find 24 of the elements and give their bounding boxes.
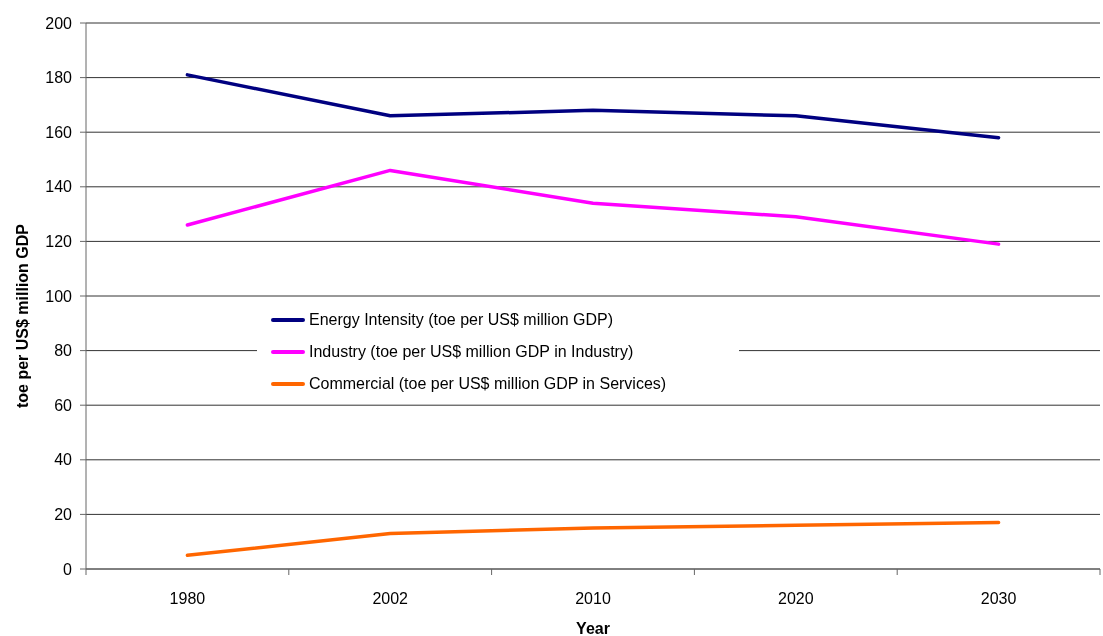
- y-tick-label: 140: [45, 178, 73, 196]
- x-tick-label: 2030: [980, 589, 1017, 607]
- x-axis-title: Year: [576, 619, 610, 636]
- y-tick-label: 180: [45, 69, 73, 87]
- line-series: [185, 73, 1001, 140]
- y-tick-label: 40: [54, 451, 73, 469]
- y-tick-label: 0: [63, 560, 73, 578]
- line-series: [185, 520, 1001, 558]
- y-tick-label: 160: [45, 123, 73, 141]
- y-tick-label: 100: [45, 287, 73, 305]
- y-tick-label: 60: [54, 396, 73, 414]
- y-axis-title: toe per US$ million GDP: [13, 223, 31, 409]
- y-tick-label: 120: [45, 233, 73, 251]
- legend-label: Commercial (toe per US$ million GDP in Services): [309, 375, 667, 393]
- x-tick-label: 1980: [169, 589, 206, 607]
- x-tick-label: 2020: [778, 589, 814, 607]
- legend-label: Energy Intensity (toe per US$ million GDP): [309, 311, 614, 329]
- line-series: [185, 168, 1001, 246]
- x-tick-label: 2010: [575, 589, 611, 607]
- x-tick-label: 2002: [372, 589, 409, 607]
- y-tick-label: 20: [54, 506, 73, 524]
- y-tick-label: 200: [45, 14, 73, 32]
- y-tick-label: 80: [54, 342, 73, 360]
- legend-label: Industry (toe per US$ million GDP in Industry): [309, 343, 634, 361]
